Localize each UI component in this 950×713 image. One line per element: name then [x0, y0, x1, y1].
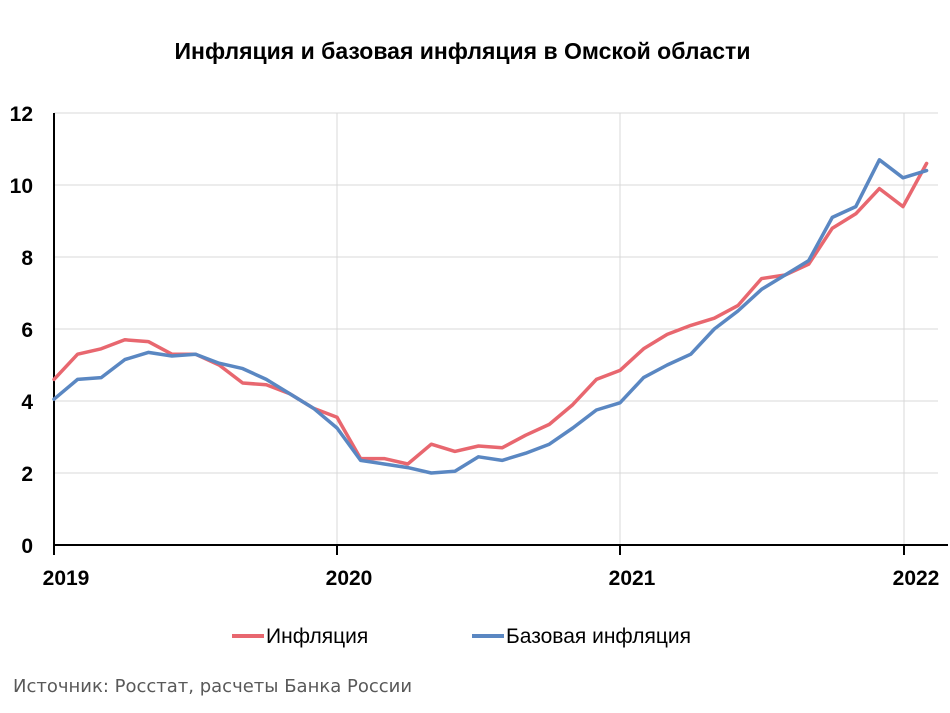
legend-label-inflation: Инфляция	[266, 625, 368, 648]
series-line-inflation	[52, 161, 929, 466]
y-tick-label: 8	[21, 247, 33, 270]
ticks-layer: 0 2 4 6 8 10 12 2019 2020 2021 2022	[10, 103, 940, 590]
series-line-core-inflation	[52, 158, 929, 475]
x-tick-label: 2021	[609, 567, 656, 590]
series-layer	[52, 158, 929, 475]
y-tick-label: 10	[10, 175, 33, 198]
x-tick-label: 2020	[326, 567, 373, 590]
legend: Инфляция Базовая инфляция	[232, 625, 691, 648]
chart-title: Инфляция и базовая инфляция в Омской обл…	[174, 38, 751, 64]
y-tick-label: 4	[21, 391, 33, 414]
y-tick-label: 0	[21, 535, 33, 558]
legend-label-core-inflation: Базовая инфляция	[506, 625, 691, 648]
x-tick-label: 2022	[893, 567, 940, 590]
source-note: Источник: Росстат, расчеты Банка России	[13, 676, 413, 697]
y-tick-label: 6	[21, 319, 33, 342]
x-tick-label: 2019	[43, 567, 90, 590]
y-tick-label: 2	[21, 463, 33, 486]
axes-layer	[53, 113, 948, 555]
y-tick-label: 12	[10, 103, 33, 126]
grid-layer	[54, 112, 938, 545]
